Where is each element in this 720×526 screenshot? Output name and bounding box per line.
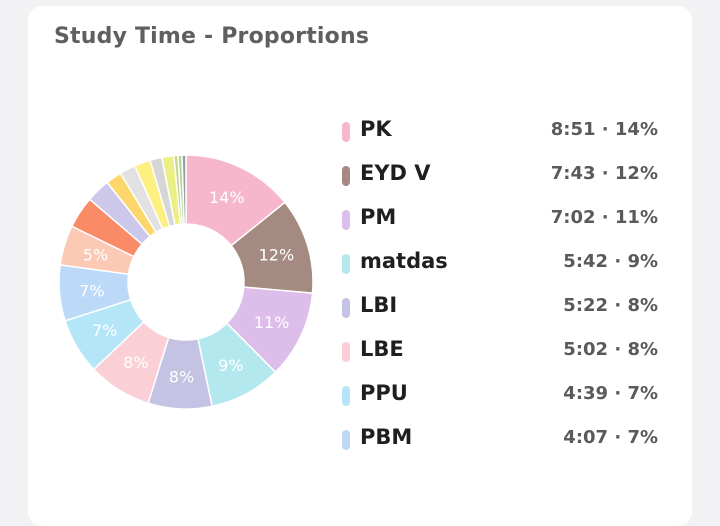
legend-swatch <box>342 122 350 142</box>
legend-swatch <box>342 430 350 450</box>
slice-percent-label: 14% <box>209 188 245 207</box>
legend-label: EYD V <box>360 161 431 185</box>
legend-value: 7:02 · 11% <box>550 207 658 228</box>
slice-percent-label: 5% <box>83 246 108 265</box>
slice-percent-label: 7% <box>79 281 104 300</box>
legend-swatch <box>342 298 350 318</box>
slice-percent-label: 11% <box>254 313 290 332</box>
donut-slice-18 <box>181 154 187 225</box>
slice-percent-label: 8% <box>123 353 148 372</box>
legend-value: 8:51 · 14% <box>550 119 658 140</box>
slice-percent-label: 7% <box>92 321 117 340</box>
legend-item: PK 8:51 · 14% <box>342 110 658 154</box>
legend-label: matdas <box>360 249 448 273</box>
legend-label: PM <box>360 205 397 229</box>
legend-swatch <box>342 342 350 362</box>
legend-value: 4:39 · 7% <box>563 383 658 404</box>
legend-item: EYD V 7:43 · 12% <box>342 154 658 198</box>
slice-percent-label: 9% <box>218 356 243 375</box>
legend-item: PM 7:02 · 11% <box>342 198 658 242</box>
legend-swatch <box>342 386 350 406</box>
legend-label: PK <box>360 117 392 141</box>
slice-percent-label: 12% <box>259 246 295 265</box>
card-title: Study Time - Proportions <box>54 24 370 49</box>
legend-item: PBM 4:07 · 7% <box>342 418 658 462</box>
legend-item: matdas 5:42 · 9% <box>342 242 658 286</box>
legend-value: 5:42 · 9% <box>563 251 658 272</box>
legend-label: PBM <box>360 425 413 449</box>
legend-swatch <box>342 166 350 186</box>
donut-chart: 14% 12% 11% 9% 8% 8% 7% 7% 5% <box>58 154 314 410</box>
slice-percent-label: 8% <box>169 367 194 386</box>
legend-label: PPU <box>360 381 408 405</box>
legend-item: LBE 5:02 · 8% <box>342 330 658 374</box>
legend-value: 7:43 · 12% <box>550 163 658 184</box>
legend-swatch <box>342 210 350 230</box>
legend-item: PPU 4:39 · 7% <box>342 374 658 418</box>
legend-value: 5:22 · 8% <box>563 295 658 316</box>
legend-value: 5:02 · 8% <box>563 339 658 360</box>
legend-swatch <box>342 254 350 274</box>
study-time-card: Study Time - Proportions 14% 12% 11% 9% 8% 8%… <box>28 6 692 526</box>
legend-value: 4:07 · 7% <box>563 427 658 448</box>
legend-label: LBI <box>360 293 398 317</box>
legend-item: LBI 5:22 · 8% <box>342 286 658 330</box>
legend: PK 8:51 · 14% EYD V 7:43 · 12% PM 7:02 · 11% m… <box>342 110 658 462</box>
legend-label: LBE <box>360 337 404 361</box>
